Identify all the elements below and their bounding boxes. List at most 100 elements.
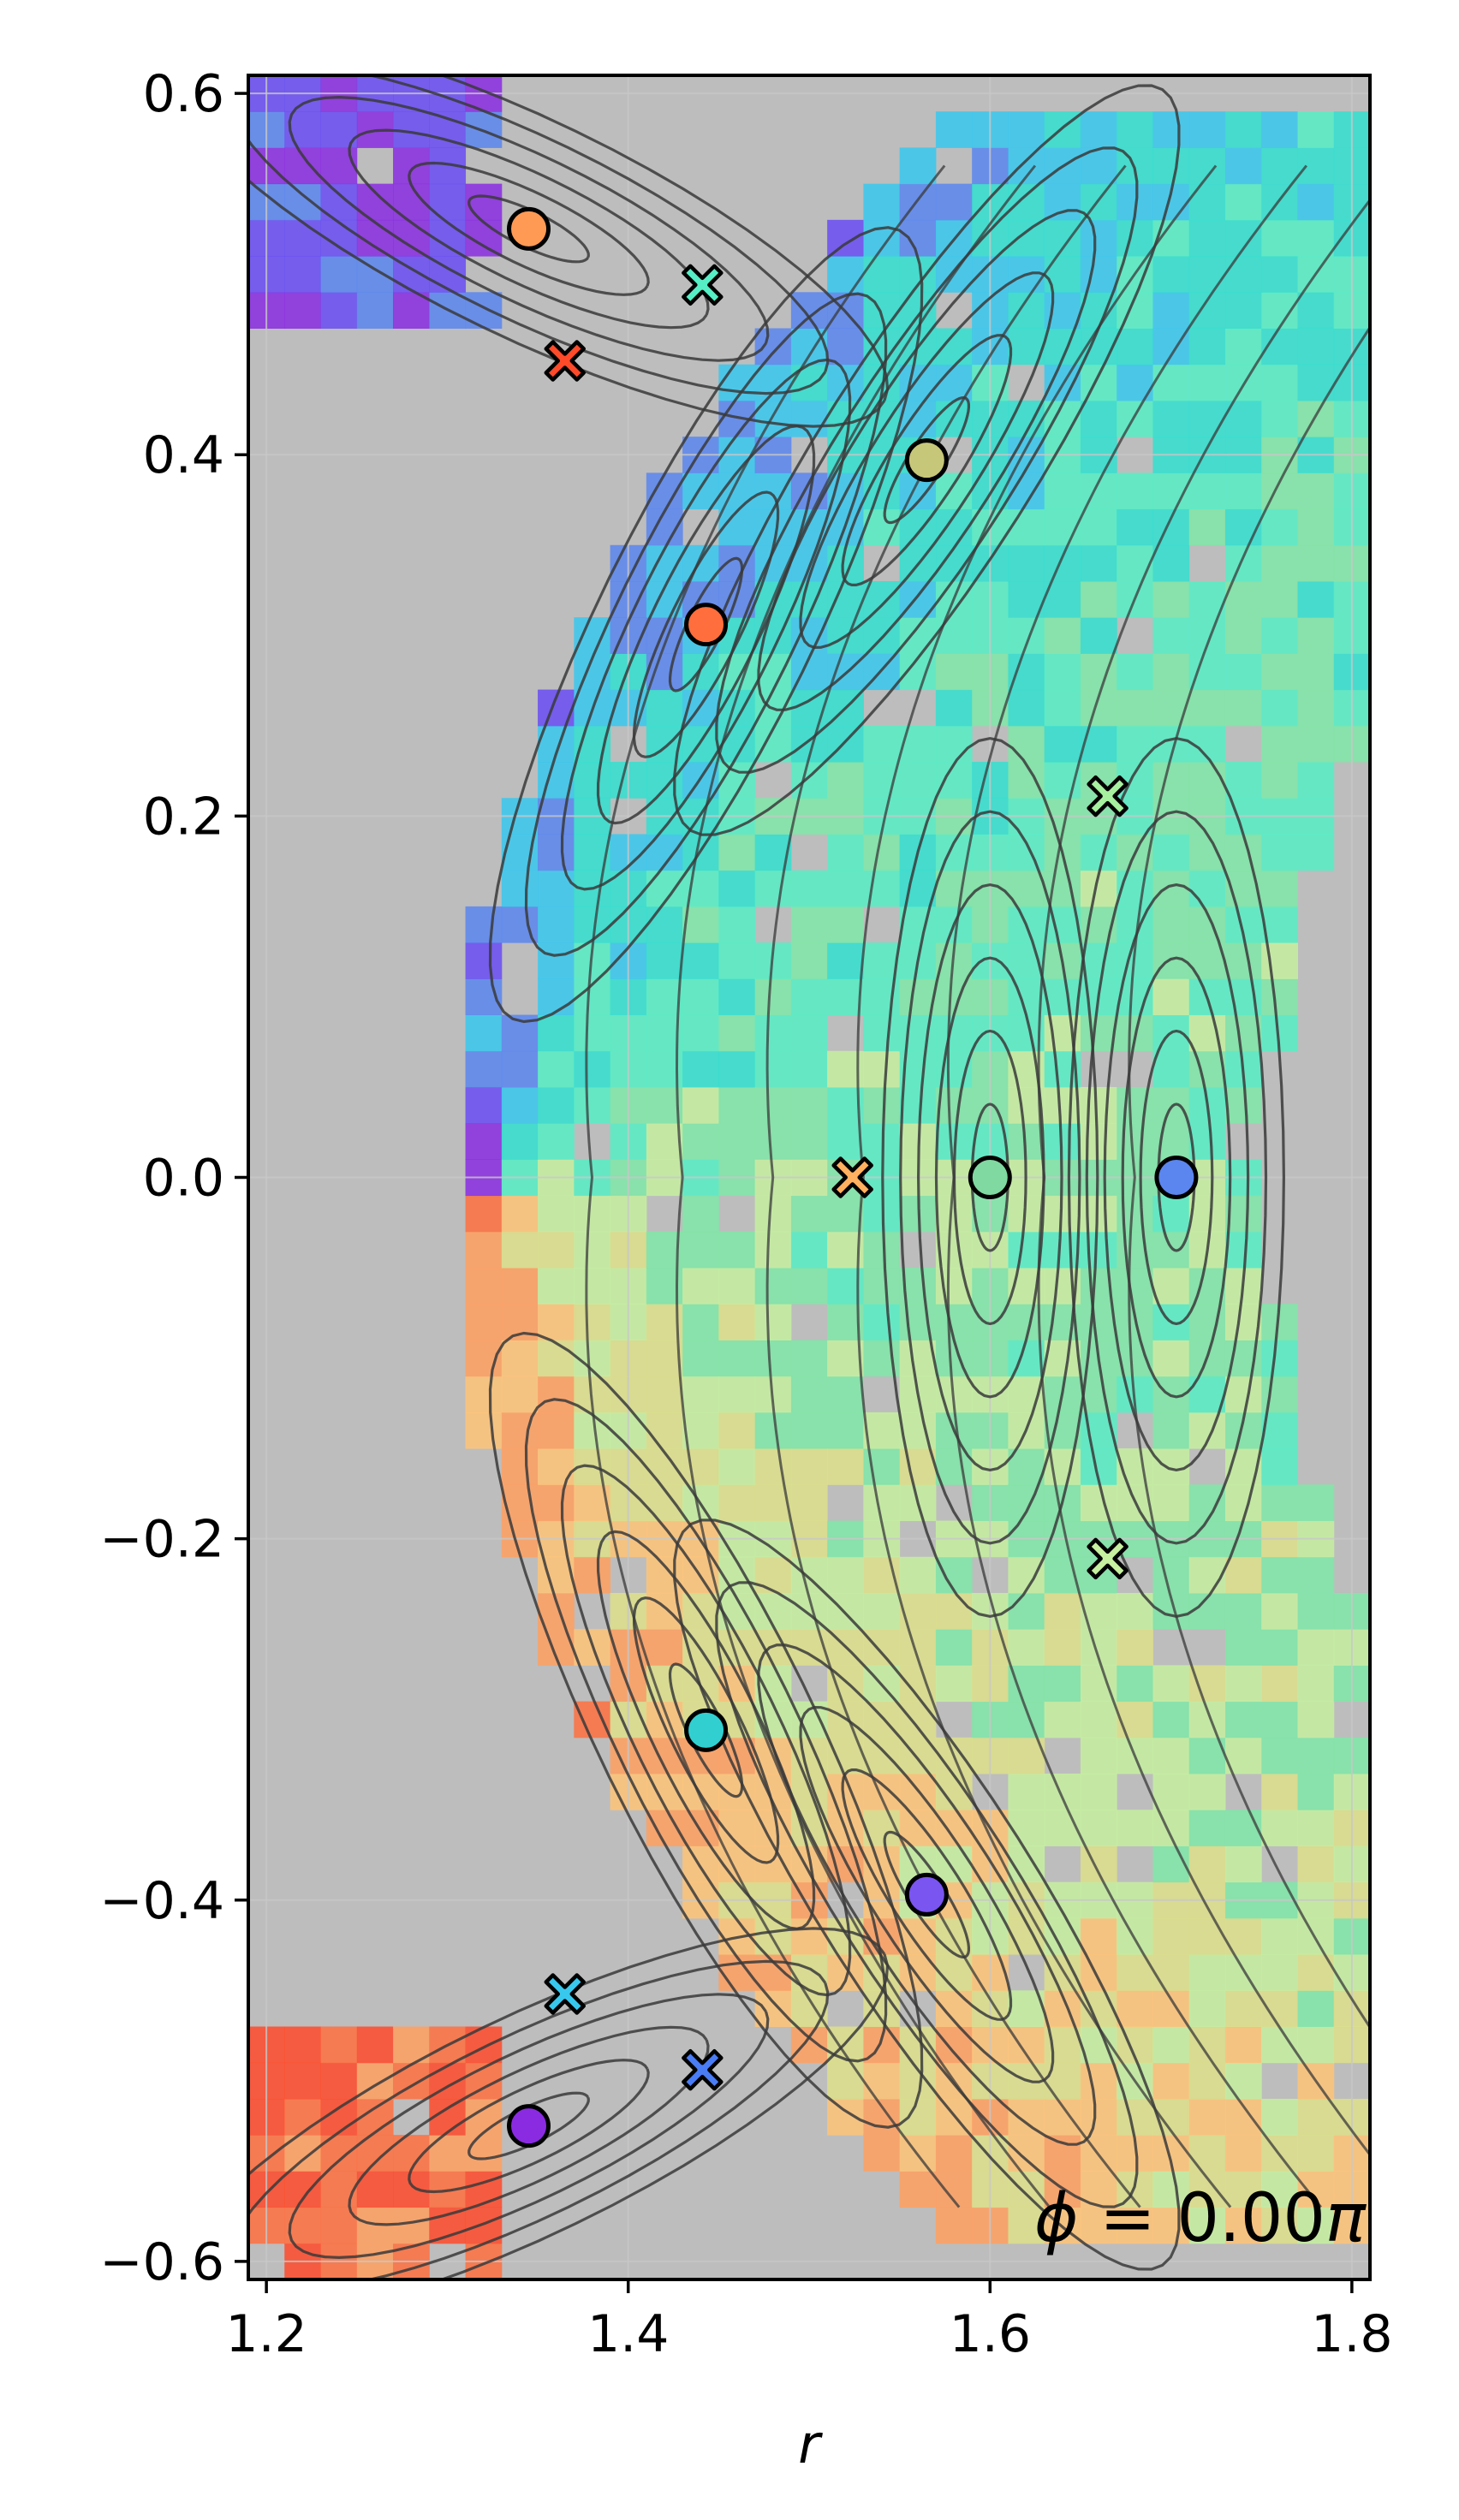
region-cell [827,978,864,1016]
x-point-marker [682,2048,724,2091]
region-cell [863,1774,901,1810]
region-cell [538,1376,575,1413]
phase-value: = 0.00 [1078,2180,1325,2257]
region-cell [1297,1917,1335,1955]
region-cell [1044,1954,1081,1991]
region-cell [935,111,973,148]
region-cell [1261,617,1298,654]
region-cell [1117,2098,1153,2136]
region-cell [538,978,575,1016]
region-cell [1261,1629,1298,1666]
x-point-marker [831,1156,873,1198]
region-cell [827,219,864,257]
region-cell [393,147,430,185]
region-cell [1261,1556,1298,1594]
region-cell [1152,1556,1190,1594]
region-cell [1261,219,1298,257]
region-cell [935,2026,973,2064]
region-cell [1080,617,1117,654]
region-cell [935,725,973,763]
region-cell [1117,1810,1153,1846]
region-cell [574,1231,611,1269]
region-cell [1152,1231,1190,1269]
region-cell [1117,544,1153,582]
region-cell [1224,942,1262,979]
region-cell [1261,653,1298,691]
x-tick-label: 1.8 [1311,2304,1392,2364]
region-cell [863,1304,901,1340]
region-cell [465,2135,503,2172]
region-cell [682,1412,719,1449]
region-cell [1297,1845,1335,1883]
region-cell [790,292,828,329]
region-cell [646,1123,683,1160]
x-point-marker [1087,775,1128,817]
region-cell [646,1412,683,1449]
region-cell [465,2026,503,2064]
poincare-orbit [596,425,816,825]
region-cell [682,1774,719,1810]
region-cell [935,1665,973,1703]
poincare-orbit [757,1643,1097,2146]
region-cell [1080,364,1117,401]
region-cell [1008,1629,1045,1666]
region-cell [1080,1376,1117,1413]
region-cell [1188,364,1226,401]
region-cell [320,2171,358,2208]
poincare-orbit [1121,956,1232,1399]
region-cell [1188,1195,1226,1233]
region-cell [863,219,901,257]
region-cell [827,870,864,907]
y-tick-label: −0.4 [99,1871,224,1931]
region-cell [1224,834,1262,871]
region-cell [1188,292,1226,329]
region-cell [1008,1484,1045,1522]
region-cell [501,1123,539,1160]
region-cell [1188,1990,1226,2028]
region-cell [1261,2098,1298,2136]
region-cell [682,1050,719,1088]
region-cell [284,2098,322,2136]
region-cell [574,762,611,799]
region-cell [863,1592,901,1630]
region-cell [1297,2098,1335,2136]
region-cell [1188,2098,1226,2136]
region-cell [574,1268,611,1305]
flux-surface [946,164,1322,2208]
region-cell [1188,870,1226,907]
region-cell [790,364,828,401]
region-cell [682,1810,719,1846]
region-cell [718,1050,756,1088]
region-cell [1117,219,1153,257]
region-cell [1224,2026,1262,2064]
region-cell [1080,2062,1117,2100]
region-cell [1152,147,1190,185]
flux-surface [1037,198,1370,2157]
region-cell [1152,1954,1190,1991]
region-cell [1008,1665,1045,1703]
o-point-marker [1154,1156,1199,1199]
region-cell [1152,1774,1190,1810]
region-cell [1188,617,1226,654]
region-cell [1224,544,1262,582]
region-cell [790,2026,828,2064]
region-cell [1297,617,1335,654]
poincare-orbit [488,226,924,1024]
region-cell [790,1050,828,1088]
region-cell [1152,617,1190,654]
o-point-marker [684,603,729,647]
region-cell [682,1376,719,1413]
region-cell [1261,978,1298,1016]
region-cell [863,1086,901,1124]
region-cell [284,147,322,185]
region-cell [1224,1845,1262,1883]
region-cell [863,1629,901,1666]
region-cell [1152,2171,1190,2208]
region-cell [1044,725,1081,763]
region-cell [1224,472,1262,510]
region-cell [935,978,973,1016]
region-cell [1152,292,1190,329]
region-cell [754,1123,792,1160]
region-cell [827,942,864,979]
region-cell [1224,1376,1262,1413]
